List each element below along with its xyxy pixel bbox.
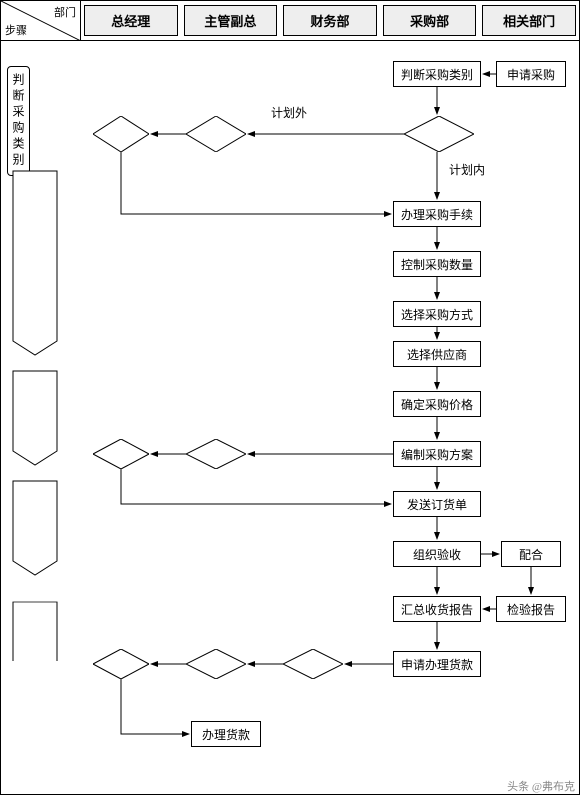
box-qty: 控制采购数量 [393, 251, 481, 277]
box-coop: 配合 [501, 541, 561, 567]
diamond-vp3 [186, 649, 246, 679]
corner-bottom: 步骤 [5, 22, 27, 38]
dept-fin: 财务部 [283, 5, 377, 36]
corner-top: 部门 [54, 4, 76, 20]
diamond-plan [404, 116, 474, 152]
box-sumrpt: 汇总收货报告 [393, 596, 481, 622]
box-apply: 申请采购 [496, 61, 566, 87]
dept-rel: 相关部门 [482, 5, 576, 36]
box-judge: 判断采购类别 [393, 61, 481, 87]
box-plan: 编制采购方案 [393, 441, 481, 467]
box-reqpay: 申请办理货款 [393, 651, 481, 677]
diamond-gm1 [93, 116, 149, 152]
corner-cell: 部门 步骤 [1, 1, 81, 41]
diamond-vp2 [186, 439, 246, 469]
dept-vp: 主管副总 [184, 5, 278, 36]
dept-pur: 采购部 [383, 5, 477, 36]
header-row: 部门 步骤 总经理 主管副总 财务部 采购部 相关部门 [1, 1, 579, 41]
box-method: 选择采购方式 [393, 301, 481, 327]
label-inplan: 计划内 [449, 161, 485, 178]
watermark: 头条 @弗布克 [507, 778, 575, 794]
box-rpt: 检验报告 [496, 596, 566, 622]
diamond-fin [283, 649, 343, 679]
flow-canvas: 判断采购类别 [1, 41, 580, 796]
page: 部门 步骤 总经理 主管副总 财务部 采购部 相关部门 判断采购类别 [0, 0, 580, 795]
box-order: 发送订货单 [393, 491, 481, 517]
connectors [1, 41, 580, 796]
box-supplier: 选择供应商 [393, 341, 481, 367]
diamond-gm2 [93, 439, 149, 469]
box-accept: 组织验收 [393, 541, 481, 567]
diamond-gm3 [93, 649, 149, 679]
diamond-vp1 [186, 116, 246, 152]
box-pay: 办理货款 [191, 721, 261, 747]
box-price: 确定采购价格 [393, 391, 481, 417]
label-outplan: 计划外 [271, 104, 307, 121]
dept-gm: 总经理 [84, 5, 178, 36]
box-proc: 办理采购手续 [393, 201, 481, 227]
